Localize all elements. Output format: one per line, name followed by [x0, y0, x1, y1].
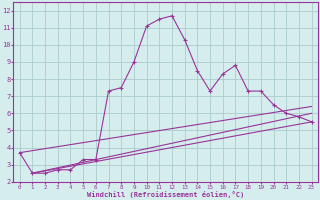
X-axis label: Windchill (Refroidissement éolien,°C): Windchill (Refroidissement éolien,°C): [87, 191, 244, 198]
